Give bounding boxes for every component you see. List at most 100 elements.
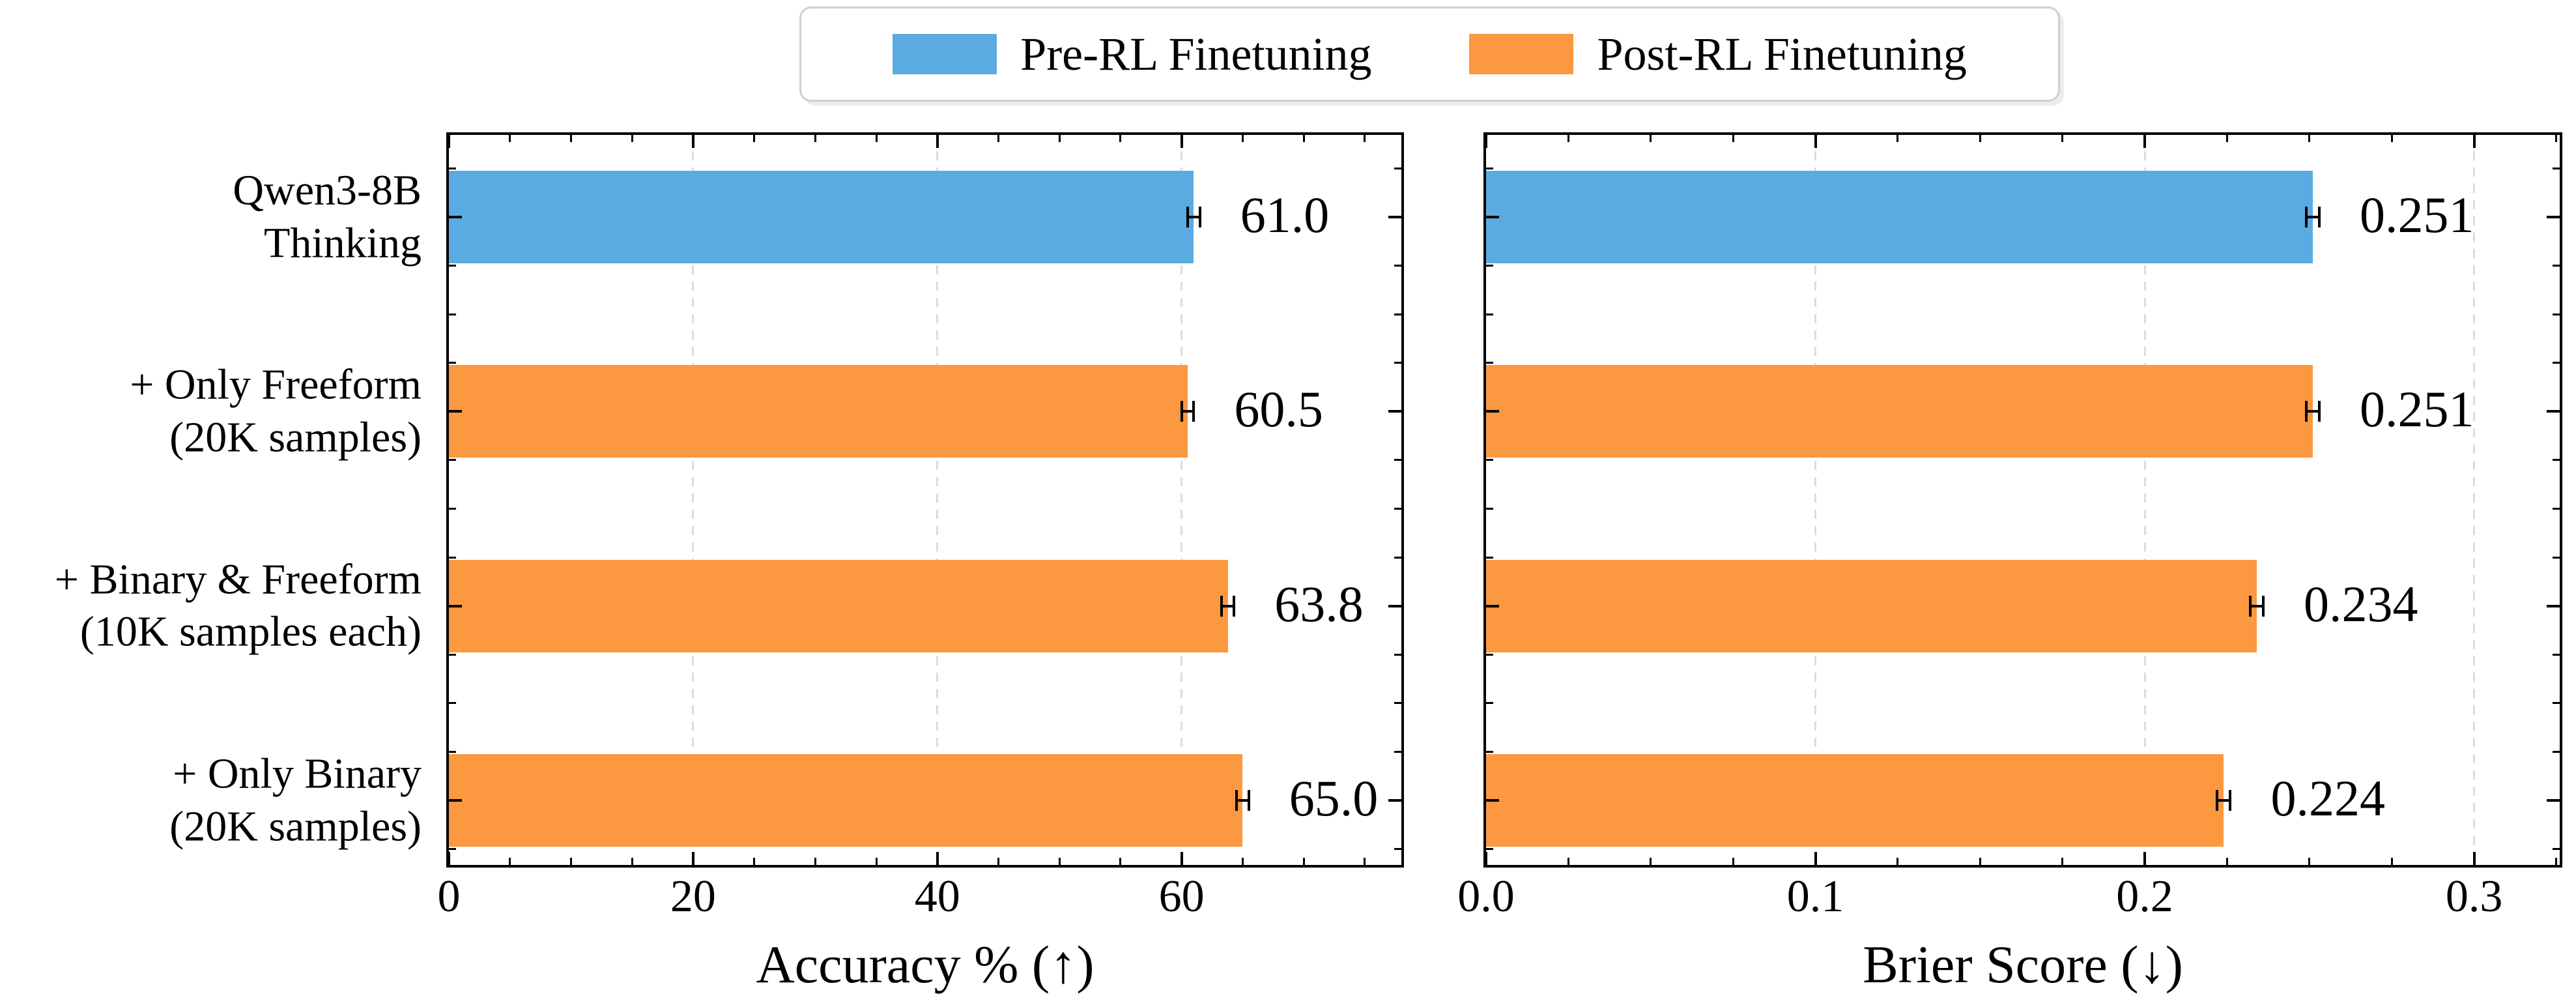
ytick-minor-left-0 <box>1486 167 1493 169</box>
ytick-minor-right-2 <box>2553 313 2560 315</box>
brier-axis-label: Brier Score (↓) <box>1863 935 2183 994</box>
ytick-minor-right-8 <box>2553 702 2560 705</box>
ytick-minor-right-6 <box>1394 556 1401 559</box>
ytick-minor-left-8 <box>1486 702 1493 705</box>
ytick-minor-left-5 <box>449 507 456 510</box>
error-cap-right-row-2 <box>2262 595 2265 617</box>
xtick-minor-bottom-0 <box>509 858 511 865</box>
xtick-minor-bottom-9 <box>2555 858 2558 865</box>
xtick-minor-top-8 <box>1119 135 1122 142</box>
xtick-label-0.2: 0.2 <box>2116 871 2173 922</box>
ytick-major-left-2 <box>449 604 462 607</box>
xtick-label-0: 0 <box>437 871 461 922</box>
ytick-minor-right-7 <box>1394 653 1401 656</box>
error-bar-row-0 <box>1187 216 1200 218</box>
category-label-line: (10K samples each) <box>79 607 422 656</box>
xtick-minor-bottom-1 <box>1650 858 1652 865</box>
xtick-minor-bottom-6 <box>997 858 999 865</box>
xtick-minor-top-10 <box>1302 135 1305 142</box>
value-label-row-3: 0.224 <box>2270 769 2385 826</box>
xtick-minor-bottom-5 <box>2061 858 2064 865</box>
ytick-minor-right-2 <box>1394 313 1401 315</box>
xtick-minor-bottom-9 <box>1241 858 1244 865</box>
error-cap-left-row-1 <box>2304 401 2308 422</box>
ytick-major-left-1 <box>1486 410 1499 413</box>
error-cap-right-row-1 <box>2317 401 2321 422</box>
xtick-label-0.0: 0.0 <box>1457 871 1515 922</box>
xtick-minor-top-5 <box>2061 135 2064 142</box>
xtick-minor-bottom-7 <box>2308 858 2311 865</box>
ytick-minor-right-4 <box>2553 459 2560 461</box>
ytick-major-left-3 <box>449 799 462 802</box>
error-cap-left-row-0 <box>1186 207 1189 227</box>
xtick-major-bottom-3 <box>2472 852 2476 865</box>
ytick-minor-left-7 <box>449 653 456 656</box>
gridline-20 <box>692 135 694 865</box>
error-cap-right-row-0 <box>2317 207 2321 227</box>
accuracy-axis-label: Accuracy % (↑) <box>756 935 1095 994</box>
legend-item-post-rl: Post-RL Finetuning <box>1469 31 1967 78</box>
bar-row-2 <box>1486 559 2257 652</box>
gridline-60 <box>1181 135 1183 865</box>
xtick-minor-bottom-0 <box>1567 858 1569 865</box>
value-label-row-1: 0.251 <box>2359 381 2474 438</box>
ytick-minor-left-4 <box>449 459 456 461</box>
gridline-0.2 <box>2143 135 2146 865</box>
ytick-major-right-0 <box>1388 216 1401 218</box>
legend-item-pre-rl: Pre-RL Finetuning <box>893 31 1371 78</box>
category-label-row-2: + Binary & Freeform (10K samples each) <box>55 553 422 658</box>
error-bar-row-3 <box>2217 799 2231 802</box>
ytick-minor-right-8 <box>1394 702 1401 705</box>
ytick-minor-right-3 <box>1394 362 1401 364</box>
xtick-minor-top-0 <box>1567 135 1569 142</box>
gridline-0.3 <box>2473 135 2476 865</box>
error-cap-right-row-3 <box>1247 790 1250 811</box>
error-cap-right-row-3 <box>2229 790 2232 811</box>
xtick-minor-bottom-2 <box>1732 858 1734 865</box>
xtick-minor-top-9 <box>1241 135 1244 142</box>
brier-panel: 0.251 0.251 0.234 0.224 0.0 0.1 0.2 0.3 <box>1457 132 2562 920</box>
xtick-minor-top-0 <box>509 135 511 142</box>
legend-box: Pre-RL Finetuning Post-RL Finetuning <box>799 7 2060 102</box>
xtick-major-top-0 <box>448 135 450 148</box>
xtick-minor-top-1 <box>1650 135 1652 142</box>
xtick-minor-bottom-4 <box>1979 858 1981 865</box>
ytick-minor-right-0 <box>2553 167 2560 169</box>
ytick-minor-right-7 <box>2553 653 2560 656</box>
ytick-minor-right-9 <box>1394 750 1401 753</box>
category-label-line: (20K samples) <box>169 413 422 461</box>
xtick-minor-top-3 <box>753 135 756 142</box>
xtick-major-bottom-2 <box>2143 852 2147 865</box>
error-cap-left-row-3 <box>2216 790 2219 811</box>
category-label-line: + Binary & Freeform <box>54 555 422 604</box>
error-cap-left-row-1 <box>1180 401 1183 422</box>
xtick-label-20: 20 <box>670 871 716 922</box>
ytick-minor-left-10 <box>1486 847 1493 850</box>
error-cap-left-row-2 <box>1220 595 1224 617</box>
ytick-minor-left-9 <box>449 750 456 753</box>
ytick-minor-left-0 <box>449 167 456 169</box>
ytick-major-right-1 <box>1388 410 1401 413</box>
ytick-major-left-1 <box>449 410 462 413</box>
gridline-40 <box>936 135 939 865</box>
error-cap-right-row-1 <box>1192 401 1195 422</box>
value-label-row-3: 65.0 <box>1289 769 1379 826</box>
ytick-major-right-3 <box>1388 799 1401 802</box>
error-cap-left-row-3 <box>1235 790 1238 811</box>
ytick-major-left-0 <box>449 216 462 218</box>
xtick-minor-top-6 <box>2225 135 2228 142</box>
xtick-minor-top-2 <box>1732 135 1734 142</box>
xtick-label-0.1: 0.1 <box>1786 871 1844 922</box>
error-bar-row-2 <box>2250 604 2264 607</box>
bar-row-3 <box>449 754 1243 847</box>
ytick-major-left-2 <box>1486 604 1499 607</box>
ytick-major-right-3 <box>2547 799 2560 802</box>
xtick-major-bottom-0 <box>1485 852 1487 865</box>
category-label-row-1: + Only Freeform (20K samples) <box>130 359 422 464</box>
ytick-minor-left-5 <box>1486 507 1493 510</box>
legend-swatch-pre-rl <box>893 34 997 74</box>
xtick-major-top-2 <box>936 135 939 148</box>
xtick-label-60: 60 <box>1158 871 1205 922</box>
xtick-minor-bottom-8 <box>1119 858 1122 865</box>
ytick-minor-left-3 <box>449 362 456 364</box>
